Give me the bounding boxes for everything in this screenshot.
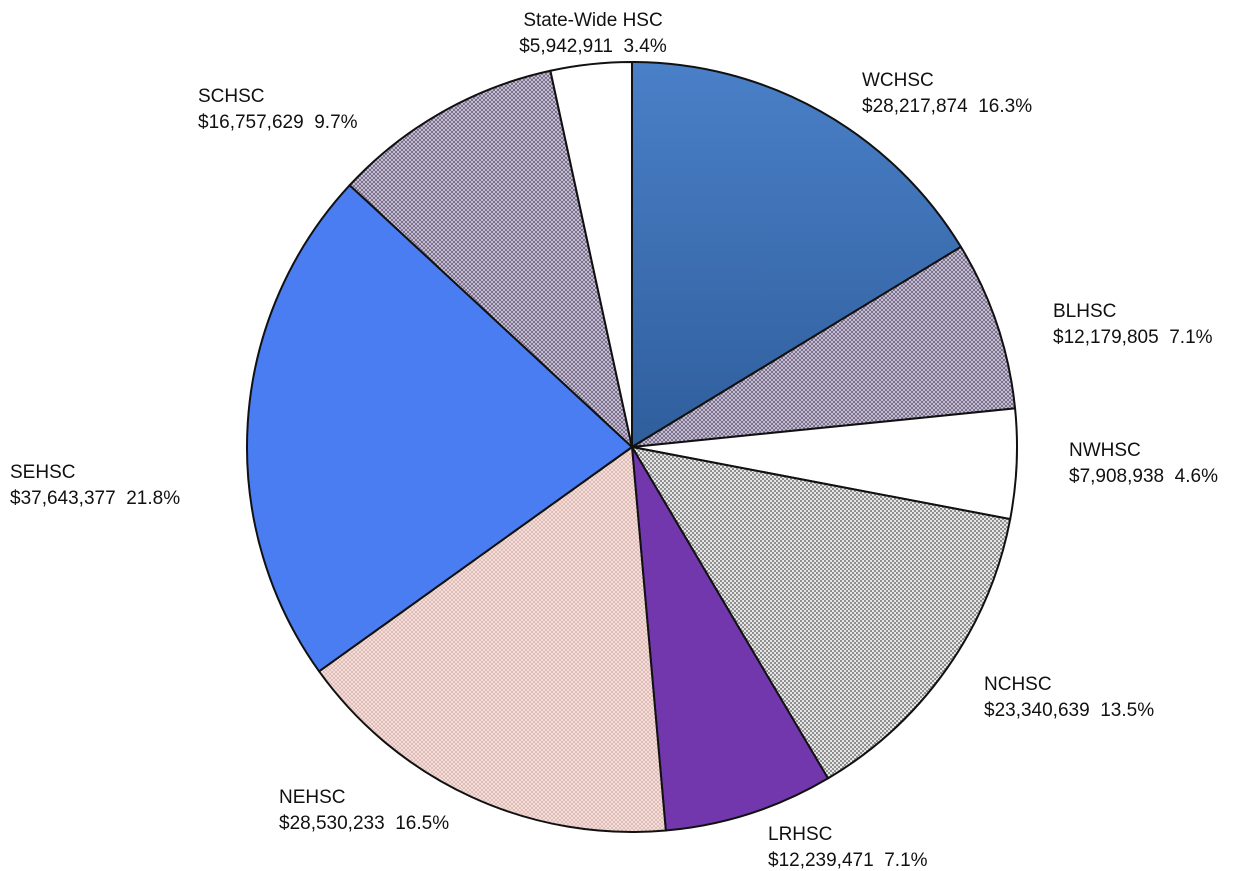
pie-slice-wchsc [631, 61, 962, 448]
pie-slice-nehsc [318, 446, 667, 833]
pie-slices [245, 61, 1018, 833]
pie-slice-lrhsc [631, 446, 829, 832]
slice-label-value: $5,942,911 3.4% [519, 36, 667, 57]
slice-label-value: $28,530,233 16.5% [279, 813, 449, 834]
slice-label-name: State-Wide HSC [523, 10, 662, 31]
slice-label-name: SEHSC [10, 462, 75, 483]
pie-slice-sehsc [245, 184, 633, 673]
pie-labels: WCHSC $28,217,874 16.3% BLHSC $12,179,805 7… [10, 10, 1218, 871]
slice-label-value: $23,340,639 13.5% [984, 700, 1154, 721]
slice-label-value: $7,908,938 4.6% [1069, 466, 1218, 487]
slice-label-name: WCHSC [862, 70, 934, 91]
pie-slice-state-wide-hsc [549, 61, 633, 448]
slice-label-name: NCHSC [984, 674, 1052, 695]
slice-label-name: LRHSC [768, 824, 832, 845]
slice-label-value: $16,757,629 9.7% [198, 112, 358, 133]
slice-label-name: NWHSC [1069, 440, 1141, 461]
slice-label-name: BLHSC [1053, 301, 1116, 322]
slice-label-value: $28,217,874 16.3% [862, 96, 1032, 117]
slice-label-value: $12,239,471 7.1% [768, 850, 928, 871]
slice-label-name: SCHSC [198, 86, 265, 107]
slice-label-value: $37,643,377 21.8% [10, 488, 180, 509]
pie-slice-blhsc [631, 245, 1017, 448]
slice-label-name: NEHSC [279, 787, 346, 808]
slice-label-value: $12,179,805 7.1% [1053, 327, 1213, 348]
pie-slice-nchsc [631, 446, 1012, 780]
pie-slice-schsc [348, 69, 633, 448]
